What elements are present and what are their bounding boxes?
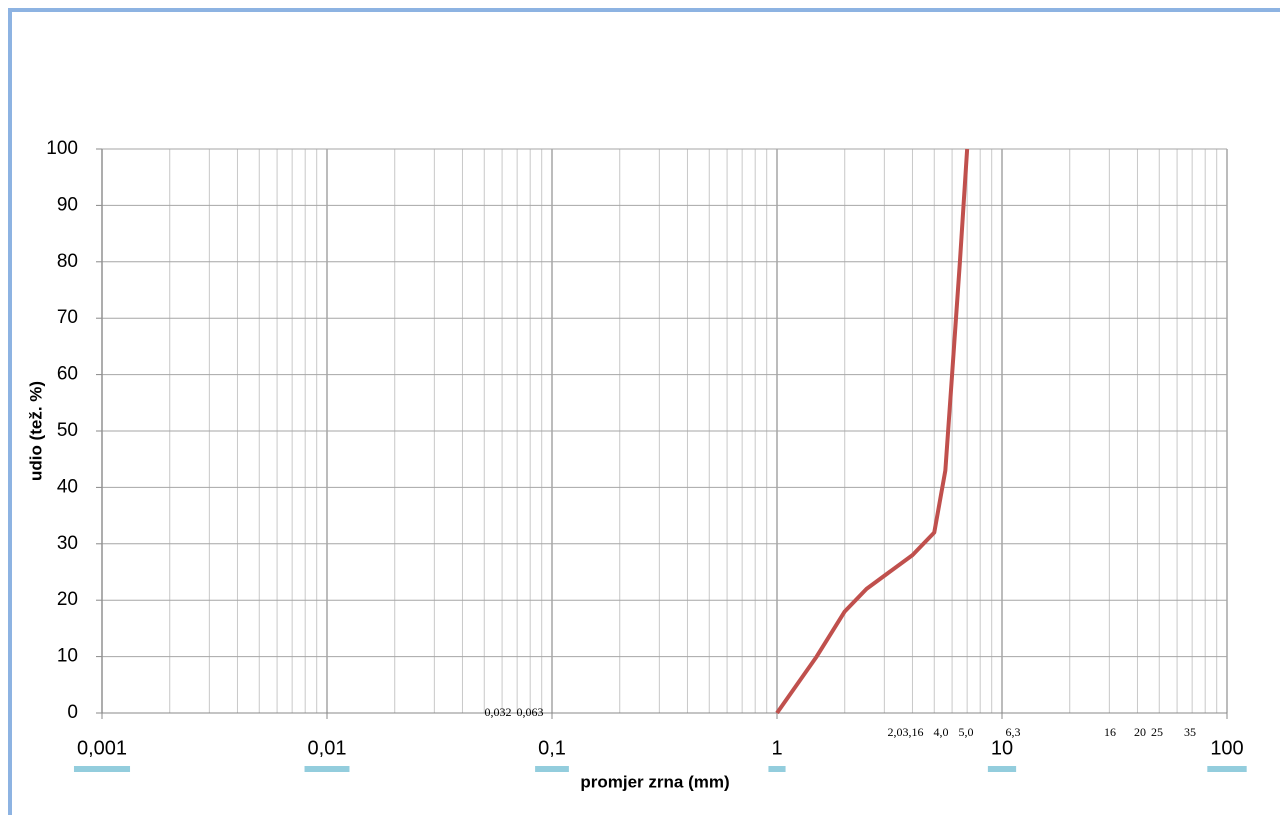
x-tick-label: 100	[1210, 737, 1243, 759]
frame	[8, 8, 1280, 820]
x-tick-label: 0,001	[77, 737, 127, 759]
tick-label-highlight	[768, 766, 786, 772]
y-tick-label: 20	[57, 589, 78, 610]
y-axis-title: udio (tež. %)	[26, 381, 45, 481]
y-tick-label: 80	[57, 251, 78, 272]
x-tick-label: 0,1	[538, 737, 566, 759]
x-tick-label: 0,01	[308, 737, 347, 759]
annotation: 2,0	[888, 725, 903, 739]
y-tick-label: 70	[57, 307, 78, 328]
tick-label-highlight	[73, 766, 131, 772]
tick-label-highlight	[1207, 766, 1247, 772]
annotation: 0,063	[517, 705, 544, 719]
y-tick-label: 0	[67, 702, 78, 723]
annotation: 0,032	[485, 705, 512, 719]
annotation: 20	[1134, 725, 1146, 739]
y-tick-label: 60	[57, 364, 78, 385]
tick-label-highlight	[535, 766, 569, 772]
annotation: 16	[1104, 725, 1116, 739]
y-tick-label: 90	[57, 194, 78, 215]
y-tick-label: 100	[46, 138, 78, 159]
annotation: 6,3	[1006, 725, 1021, 739]
y-tick-label: 10	[57, 646, 78, 667]
y-tick-label: 40	[57, 476, 78, 497]
y-tick-label: 50	[57, 420, 78, 441]
annotation: 25	[1151, 725, 1163, 739]
annotation: 3,16	[903, 725, 924, 739]
x-axis-title: promjer zrna (mm)	[580, 772, 729, 791]
annotation: 35	[1184, 725, 1196, 739]
annotation: 4,0	[934, 725, 949, 739]
x-tick-label: 1	[771, 737, 782, 759]
y-tick-label: 30	[57, 533, 78, 554]
x-tick-label: 10	[991, 737, 1013, 759]
data-line	[775, 148, 970, 715]
tick-label-highlight	[304, 766, 350, 772]
tick-label-highlight	[987, 766, 1017, 772]
annotation: 5,0	[959, 725, 974, 739]
